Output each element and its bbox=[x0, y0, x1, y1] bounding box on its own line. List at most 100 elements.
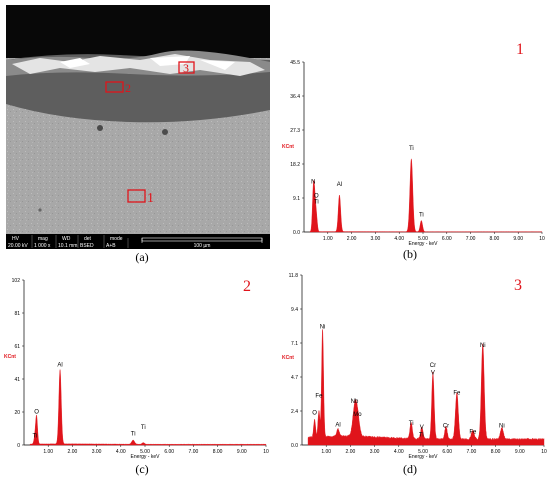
spectrum-d-chart: 0.02.44.77.19.411.81.00 2.00 3.00 4.00 5.00 6… bbox=[280, 265, 550, 480]
y-tick-label: 7.1 bbox=[291, 341, 298, 347]
x-tick-label: 8.00 bbox=[213, 449, 223, 455]
y-tick-label: 102 bbox=[12, 278, 21, 284]
x-tick-label: 10 bbox=[539, 236, 545, 242]
panel-caption: (b) bbox=[403, 247, 417, 261]
peak-label: O bbox=[34, 409, 39, 415]
spectrum-c-panel: 0 20 41 61 81 102 1.00 2.00 3.00 4.00 5.00 6.00 7.00… bbox=[0, 265, 280, 480]
x-tick-label: 4.00 bbox=[394, 449, 404, 455]
x-tick-label: 1.00 bbox=[321, 449, 331, 455]
peak-label: Ni bbox=[320, 324, 326, 330]
spectrum-series bbox=[308, 329, 544, 445]
x-tick-label: 6.00 bbox=[442, 449, 452, 455]
sem-info-value: 20.00 kV bbox=[8, 243, 28, 249]
peak-label: Cr bbox=[443, 424, 449, 430]
x-tick-label: 8.00 bbox=[491, 449, 501, 455]
x-tick-label: 8.00 bbox=[490, 236, 500, 242]
y-tick-label: 0 bbox=[17, 443, 20, 449]
peak-label: Nb bbox=[351, 399, 359, 405]
x-tick-label: 3.00 bbox=[370, 449, 380, 455]
sem-info-value: A+B bbox=[106, 243, 116, 249]
spectrum-b-chart: 0.0 9.1 18.2 27.3 36.4 45.5 1.00 2.00 3.00 4.00 5.… bbox=[280, 0, 550, 265]
sem-info-header: HV bbox=[12, 236, 20, 242]
x-tick-label: 4.00 bbox=[394, 236, 404, 242]
spectrum-series bbox=[30, 370, 266, 445]
region-label-2: 2 bbox=[125, 81, 131, 95]
x-tick-label: 9.00 bbox=[237, 449, 247, 455]
spectrum-c-chart: 0204161811021.00 2.00 3.00 4.00 5.00 6.00 7.00… bbox=[0, 265, 280, 480]
sem-overlay: 1 2 3 HV20.00 kVmag1 000 xWD10.1 mmdetBS… bbox=[0, 0, 280, 265]
peak-label: Fe bbox=[315, 393, 323, 399]
x-tick-label: 10 bbox=[263, 449, 269, 455]
y-unit-label: KCnt bbox=[282, 355, 294, 361]
y-tick-label: 9.4 bbox=[291, 307, 298, 313]
x-tick-label: 10 bbox=[541, 449, 547, 455]
sem-info-header: mode bbox=[110, 236, 123, 242]
peak-label: Ti bbox=[131, 431, 136, 437]
peak-label: N bbox=[311, 179, 315, 185]
y-tick-label: 27.3 bbox=[290, 128, 300, 134]
y-tick-label: 41 bbox=[14, 377, 20, 383]
sem-info-bar: HV20.00 kV mag1 000 x WD10.1 mm detBSED mode… bbox=[8, 235, 262, 249]
y-tick-label: 20 bbox=[14, 410, 20, 416]
peak-label: Mo bbox=[353, 412, 362, 418]
sem-info-header: mag bbox=[38, 236, 48, 242]
region-box-2 bbox=[106, 82, 123, 92]
x-tick-label: 6.00 bbox=[442, 236, 452, 242]
y-tick-label: 0.0 bbox=[291, 443, 298, 449]
peak-label: O bbox=[314, 193, 319, 199]
x-tick-label: 3.00 bbox=[371, 236, 381, 242]
y-tick-label: 11.8 bbox=[289, 273, 299, 279]
caption-a: (a) bbox=[135, 250, 148, 264]
y-tick-label: 4.7 bbox=[291, 375, 298, 381]
peak-label: Ti bbox=[141, 425, 146, 431]
y-tick-label: 2.4 bbox=[291, 409, 298, 415]
peak-label: Ti bbox=[409, 146, 414, 152]
y-tick-label: 36.4 bbox=[290, 94, 300, 100]
x-axis-label: Energy - keV bbox=[409, 454, 439, 460]
x-axis-label: Energy - keV bbox=[131, 454, 161, 460]
x-tick-label: 3.00 bbox=[92, 449, 102, 455]
sem-info-header: WD bbox=[62, 236, 71, 242]
y-unit-label: KCnt bbox=[282, 144, 294, 150]
x-tick-label: 1.00 bbox=[323, 236, 333, 242]
peak-label: V bbox=[420, 425, 424, 431]
x-tick-label: 2.00 bbox=[347, 236, 357, 242]
scale-bar bbox=[142, 238, 262, 241]
sem-info-value: BSED bbox=[80, 243, 94, 249]
peak-label: Al bbox=[337, 182, 342, 188]
y-tick-label: 18.2 bbox=[290, 162, 300, 168]
x-tick-label: 7.00 bbox=[467, 449, 477, 455]
scale-label: 100 µm bbox=[194, 243, 211, 249]
peak-label: Ni bbox=[499, 424, 505, 430]
x-tick-label: 7.00 bbox=[466, 236, 476, 242]
peak-label: Al bbox=[57, 363, 62, 369]
region-box-1 bbox=[128, 190, 145, 202]
peak-label: Cr bbox=[430, 363, 436, 369]
sem-info-value: 1 000 x bbox=[34, 243, 51, 249]
spectrum-d-panel: 0.0 2.4 4.7 7.1 9.4 11.8 1.00 2.00 3.00 4.00 5.00 6… bbox=[280, 265, 550, 480]
y-tick-label: 0.0 bbox=[293, 230, 300, 236]
panel-caption: (c) bbox=[135, 462, 148, 476]
peak-label: Ti bbox=[409, 421, 414, 427]
y-unit-label: KCnt bbox=[4, 354, 16, 360]
peak-label: Al bbox=[335, 422, 340, 428]
x-tick-label: 1.00 bbox=[43, 449, 53, 455]
peak-label: Fe bbox=[469, 429, 477, 435]
sem-info-header: det bbox=[84, 236, 92, 242]
x-tick-label: 2.00 bbox=[68, 449, 78, 455]
point-label: 1 bbox=[516, 41, 524, 58]
point-label: 3 bbox=[514, 277, 522, 294]
y-tick-label: 61 bbox=[14, 344, 20, 350]
point-label: 2 bbox=[243, 278, 251, 295]
peak-label: O bbox=[312, 411, 317, 417]
y-tick-label: 45.5 bbox=[290, 60, 300, 66]
peak-label: Ti bbox=[419, 432, 424, 438]
x-tick-label: 2.00 bbox=[346, 449, 356, 455]
peak-label: V bbox=[431, 370, 435, 376]
peak-label: Ti bbox=[314, 200, 319, 206]
y-tick-label: 9.1 bbox=[293, 196, 300, 202]
x-tick-label: 6.00 bbox=[164, 449, 174, 455]
peak-label: Ti bbox=[419, 212, 424, 218]
x-tick-label: 7.00 bbox=[189, 449, 199, 455]
y-tick-label: 81 bbox=[14, 311, 20, 317]
